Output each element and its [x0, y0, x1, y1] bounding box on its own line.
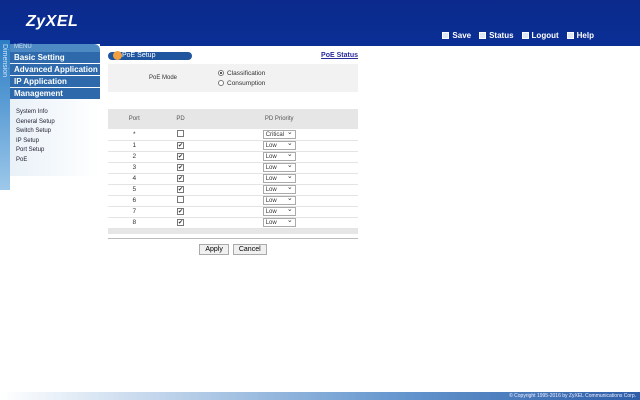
product-name: Dimension — [1, 44, 8, 78]
submenu-item[interactable]: Port Setup — [16, 147, 45, 153]
cancel-button[interactable]: Cancel — [232, 243, 267, 255]
priority-select[interactable]: Low — [262, 162, 296, 172]
port-cell: 4 — [108, 173, 161, 185]
header: ZyXEL Save Status Logout Help — [0, 0, 640, 46]
table-row: 4 ✔ Low — [108, 173, 358, 185]
poe-mode-label: PoE Mode — [148, 75, 178, 81]
link-logout[interactable]: Logout — [521, 31, 559, 40]
port-cell: * — [108, 129, 161, 141]
port-cell: 8 — [108, 217, 161, 229]
mode-radio[interactable]: Consumption — [218, 78, 265, 88]
table-row: * Critical — [108, 129, 358, 141]
submenu-item[interactable]: IP Setup — [16, 137, 39, 144]
col-pd: PD — [160, 109, 201, 129]
col-priority: PD Priority — [200, 109, 358, 129]
pd-checkbox[interactable]: ✔ — [177, 208, 184, 215]
top-links: Save Status Logout Help — [442, 31, 594, 40]
page-title: PoE Setup — [108, 51, 192, 60]
table-row: 1 ✔ Low — [108, 140, 358, 152]
table-footer — [108, 228, 358, 234]
table-row: 3 ✔ Low — [108, 162, 358, 174]
menu-header: MENU — [10, 44, 100, 52]
link-status[interactable]: Status — [479, 31, 514, 40]
pd-checkbox[interactable]: ✔ — [177, 175, 184, 182]
submenu-item[interactable]: PoE — [16, 156, 28, 163]
port-cell: 5 — [108, 184, 161, 196]
copyright: © Copyright 1995-2016 by ZyXEL Communica… — [0, 392, 640, 400]
zyxel-logo: ZyXEL — [26, 13, 79, 30]
port-cell: 2 — [108, 151, 161, 163]
table-row: 6 Low — [108, 195, 358, 207]
port-cell: 1 — [108, 140, 161, 152]
pd-checkbox[interactable] — [177, 129, 184, 137]
pd-checkbox[interactable]: ✔ — [177, 219, 184, 226]
menu-item[interactable]: Basic Setting — [10, 52, 100, 63]
pd-checkbox[interactable] — [177, 196, 184, 203]
submenu-item[interactable]: Switch Setup — [16, 128, 52, 134]
menu-item[interactable]: Advanced Application — [10, 64, 100, 75]
priority-select[interactable]: Low — [262, 206, 296, 216]
pd-checkbox[interactable]: ✔ — [177, 153, 184, 160]
priority-select[interactable]: Low — [262, 184, 296, 194]
main-content: PoE Setup PoE Status PoE Mode Classifica… — [108, 51, 358, 255]
priority-select[interactable]: Low — [262, 151, 296, 161]
help-icon — [566, 32, 574, 39]
save-icon — [442, 32, 450, 39]
table-row: 7 ✔ Low — [108, 206, 358, 218]
priority-select[interactable]: Low — [262, 140, 296, 150]
port-cell: 6 — [108, 195, 161, 207]
poe-status-link[interactable]: PoE Status — [321, 52, 358, 59]
col-port: Port — [108, 109, 161, 129]
side-strip: Dimension — [0, 40, 10, 190]
table-row: 5 ✔ Low — [108, 184, 358, 196]
priority-select[interactable]: Critical — [262, 129, 296, 139]
sidebar: MENU Basic Setting Advanced Application IP… — [10, 44, 100, 176]
priority-select[interactable]: Low — [262, 173, 296, 183]
submenu: System Info General Setup Switch Setup IP S… — [10, 109, 100, 166]
priority-select[interactable]: Low — [262, 217, 296, 227]
priority-select[interactable]: Low — [262, 195, 296, 205]
submenu-item[interactable]: General Setup — [16, 118, 55, 125]
poe-mode-box: PoE Mode Classification Consumption — [108, 64, 358, 92]
table-row: 2 ✔ Low — [108, 151, 358, 163]
logout-icon — [521, 32, 529, 39]
mode-radio[interactable]: Classification — [218, 68, 265, 78]
submenu-item[interactable]: System Info — [16, 109, 48, 115]
port-cell: 7 — [108, 206, 161, 218]
pd-checkbox[interactable]: ✔ — [177, 186, 184, 193]
table-row: 8 ✔ Low — [108, 217, 358, 229]
radio-button[interactable] — [218, 70, 224, 76]
poe-icon — [113, 51, 122, 60]
menu-item[interactable]: Management — [10, 88, 100, 99]
poe-table: Port PD PD Priority *Critical1✔Low2✔Low3… — [108, 109, 358, 229]
port-cell: 3 — [108, 162, 161, 174]
pd-checkbox[interactable]: ✔ — [177, 142, 184, 149]
menu-item[interactable]: IP Application — [10, 76, 100, 87]
status-icon — [479, 32, 487, 39]
apply-button[interactable]: Apply — [199, 243, 229, 255]
link-save[interactable]: Save — [442, 31, 471, 40]
radio-button[interactable] — [218, 80, 224, 86]
link-help[interactable]: Help — [566, 31, 594, 40]
divider — [108, 237, 358, 239]
pd-checkbox[interactable]: ✔ — [177, 164, 184, 171]
